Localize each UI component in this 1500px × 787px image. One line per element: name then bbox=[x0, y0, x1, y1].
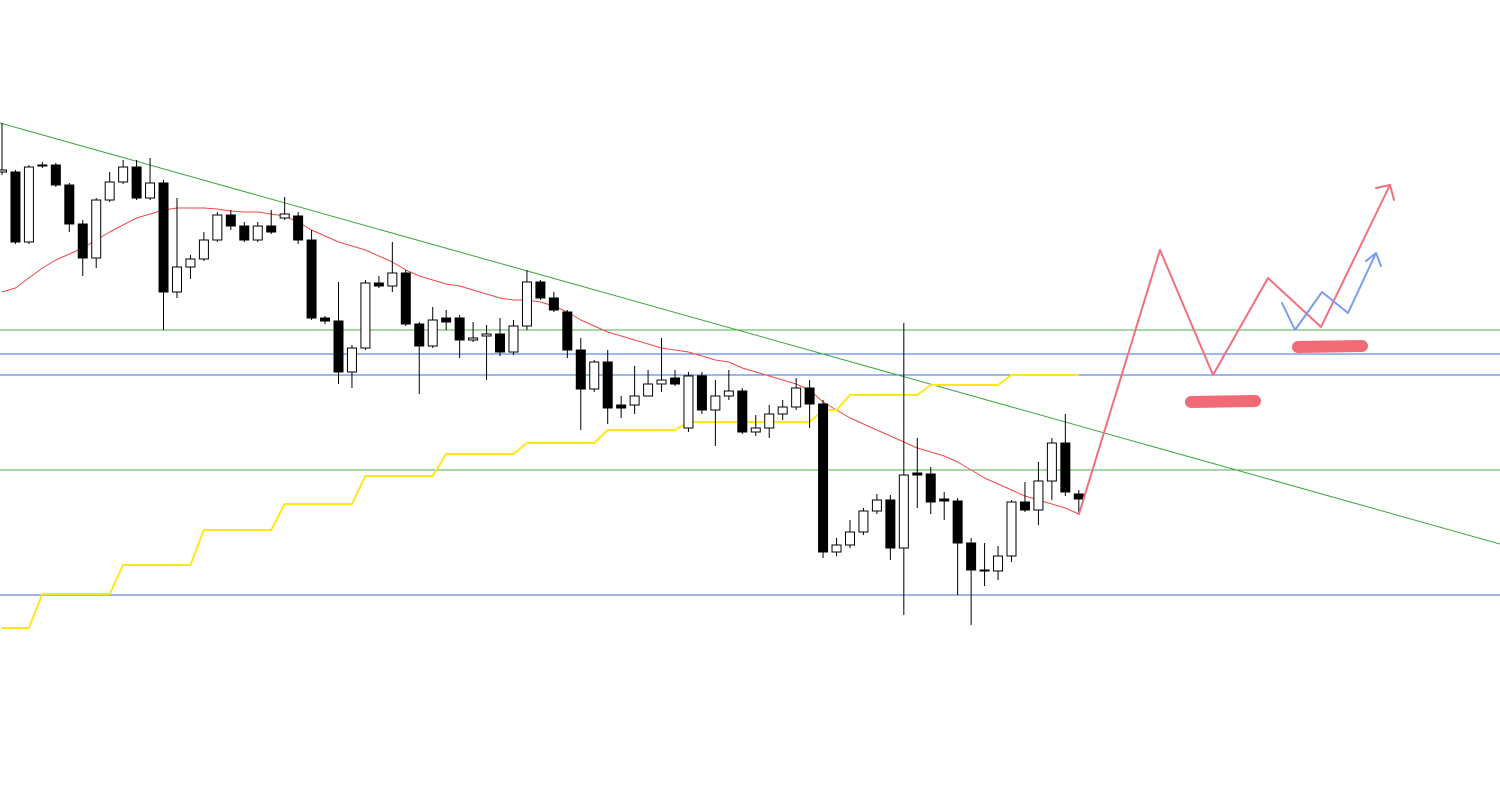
candle-body bbox=[656, 379, 667, 385]
candle-body bbox=[373, 282, 384, 287]
candle-body bbox=[831, 544, 842, 553]
candle-body bbox=[1060, 442, 1071, 493]
candle-body bbox=[818, 403, 829, 553]
candle-body bbox=[562, 311, 573, 351]
candle-body bbox=[1019, 501, 1030, 511]
candle-body bbox=[521, 281, 532, 327]
candle-body bbox=[10, 171, 21, 243]
candle-body bbox=[441, 317, 452, 323]
candle-body bbox=[710, 395, 721, 411]
trend-line bbox=[0, 122, 1500, 545]
candle-body bbox=[1046, 442, 1057, 482]
candle-body bbox=[23, 166, 34, 243]
candle-body bbox=[589, 361, 600, 390]
levels bbox=[0, 329, 1500, 596]
candle-body bbox=[683, 375, 694, 429]
candle-body bbox=[777, 406, 788, 415]
candle-body bbox=[616, 404, 627, 409]
candle-body bbox=[346, 347, 357, 373]
candle-body bbox=[252, 225, 263, 241]
candle-body bbox=[387, 272, 398, 287]
candle-body bbox=[0, 169, 7, 173]
candle-body bbox=[104, 181, 115, 201]
candle-body bbox=[427, 319, 438, 347]
candle-body bbox=[535, 281, 546, 299]
indicator-lines bbox=[1, 207, 1080, 629]
support-mark bbox=[1185, 395, 1261, 408]
candle-body bbox=[37, 164, 48, 167]
candle-body bbox=[198, 239, 209, 260]
candle-body bbox=[91, 199, 102, 259]
candle-body bbox=[966, 542, 977, 571]
scenario-path-red bbox=[1078, 184, 1391, 515]
candle-body bbox=[952, 500, 963, 544]
candle-body bbox=[64, 184, 75, 225]
candle-body bbox=[158, 182, 169, 293]
candle-body bbox=[993, 555, 1004, 572]
candle-body bbox=[858, 510, 869, 533]
candle-body bbox=[495, 333, 506, 353]
candle-body bbox=[1073, 493, 1084, 500]
candle-body bbox=[279, 213, 290, 219]
candle-body bbox=[602, 361, 613, 409]
candle-body bbox=[1006, 501, 1017, 557]
candle-body bbox=[481, 333, 492, 337]
candle-body bbox=[844, 531, 855, 546]
candle-body bbox=[185, 258, 196, 268]
candle-body bbox=[306, 239, 317, 319]
scenario-drawing bbox=[1078, 184, 1395, 515]
candle-body bbox=[212, 214, 223, 241]
candle-body bbox=[912, 472, 923, 476]
candle-body bbox=[804, 387, 815, 405]
candle-body bbox=[131, 166, 142, 199]
candle-body bbox=[225, 214, 236, 227]
candle-body bbox=[764, 413, 775, 429]
candles bbox=[0, 123, 1084, 625]
candle-body bbox=[320, 317, 331, 322]
support-mark bbox=[1292, 340, 1368, 353]
candle-body bbox=[696, 375, 707, 411]
candle-body bbox=[414, 323, 425, 347]
candle-body bbox=[723, 390, 734, 397]
candle-body bbox=[266, 225, 277, 233]
indicator-line bbox=[1, 207, 1080, 515]
candle-body bbox=[871, 499, 882, 512]
candle-body bbox=[750, 427, 761, 433]
candle-body bbox=[400, 272, 411, 325]
candle-body bbox=[643, 383, 654, 397]
candle-body bbox=[791, 387, 802, 408]
indicator-line bbox=[2, 374, 1079, 629]
candle-body bbox=[333, 320, 344, 373]
candle-body bbox=[360, 282, 371, 349]
candle-body bbox=[939, 498, 950, 502]
candle-body bbox=[885, 499, 896, 549]
arrow-head-blue bbox=[1365, 252, 1382, 267]
candle-body bbox=[239, 225, 250, 241]
candle-body bbox=[77, 223, 88, 259]
candle-body bbox=[737, 390, 748, 433]
candle-body bbox=[454, 317, 465, 341]
candle-body bbox=[50, 164, 61, 186]
candle-body bbox=[925, 473, 936, 503]
candle-body bbox=[293, 215, 304, 241]
candle-body bbox=[1033, 480, 1044, 511]
candle-body bbox=[548, 297, 559, 311]
candle-body bbox=[670, 377, 680, 385]
candle-body bbox=[898, 474, 909, 549]
scenario-path-blue bbox=[1281, 252, 1377, 331]
candle-body bbox=[171, 266, 182, 293]
candle-body bbox=[118, 166, 129, 183]
candle-body bbox=[508, 325, 519, 353]
candle-body bbox=[979, 569, 990, 572]
candle-body bbox=[629, 395, 640, 406]
arrow-head-red bbox=[1375, 184, 1395, 201]
candle-body bbox=[575, 349, 586, 390]
candle-body bbox=[468, 337, 479, 341]
candle-body bbox=[145, 182, 156, 199]
